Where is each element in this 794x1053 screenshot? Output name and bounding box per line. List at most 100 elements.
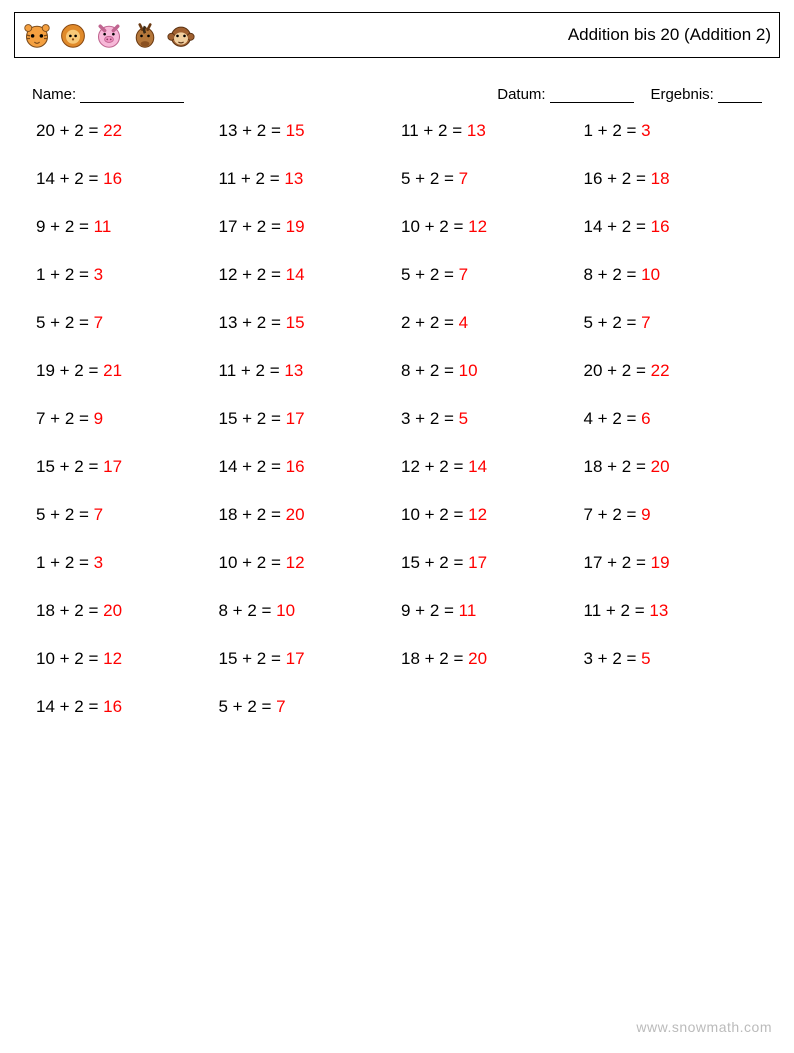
problem-answer: 10 — [459, 361, 478, 380]
problem-cell: 14 + 2 = 16 — [219, 457, 402, 477]
problem-answer: 10 — [276, 601, 295, 620]
problem-answer: 11 — [94, 217, 112, 236]
problem-expression: 5 + 2 = — [401, 169, 459, 188]
problem-expression: 1 + 2 = — [36, 265, 94, 284]
icon-row — [23, 21, 195, 49]
problem-answer: 16 — [286, 457, 305, 476]
problem-cell: 18 + 2 = 20 — [36, 601, 219, 621]
problem-answer: 7 — [459, 265, 468, 284]
problem-answer: 19 — [651, 553, 670, 572]
problem-answer: 16 — [651, 217, 670, 236]
problem-expression: 15 + 2 = — [219, 649, 286, 668]
problem-cell: 1 + 2 = 3 — [584, 121, 767, 141]
problem-cell: 11 + 2 = 13 — [401, 121, 584, 141]
problem-expression: 15 + 2 = — [219, 409, 286, 428]
problem-answer: 16 — [103, 169, 122, 188]
problem-answer: 17 — [103, 457, 122, 476]
problem-cell: 5 + 2 = 7 — [584, 313, 767, 333]
date-label: Datum: — [497, 86, 545, 103]
problem-cell: 13 + 2 = 15 — [219, 121, 402, 141]
problem-expression: 7 + 2 = — [584, 505, 642, 524]
problem-answer: 15 — [286, 313, 305, 332]
problem-expression: 18 + 2 = — [36, 601, 103, 620]
problem-cell: 8 + 2 = 10 — [401, 361, 584, 381]
problem-answer: 12 — [468, 217, 487, 236]
problem-cell: 15 + 2 = 17 — [219, 409, 402, 429]
problem-answer: 13 — [284, 361, 303, 380]
problem-answer: 7 — [459, 169, 468, 188]
result-blank[interactable] — [718, 87, 762, 103]
watermark: www.snowmath.com — [636, 1019, 772, 1035]
date-blank[interactable] — [550, 87, 634, 103]
problem-answer: 22 — [651, 361, 670, 380]
problem-expression: 10 + 2 = — [401, 505, 468, 524]
problem-cell: 14 + 2 = 16 — [36, 169, 219, 189]
problem-answer: 17 — [468, 553, 487, 572]
problem-cell — [584, 697, 767, 717]
problem-answer: 7 — [641, 313, 650, 332]
problem-answer: 15 — [286, 121, 305, 140]
problem-answer: 12 — [468, 505, 487, 524]
problem-cell: 5 + 2 = 7 — [401, 265, 584, 285]
problem-cell: 16 + 2 = 18 — [584, 169, 767, 189]
problem-expression: 1 + 2 = — [36, 553, 94, 572]
tiger-icon — [23, 21, 51, 49]
problem-answer: 13 — [467, 121, 486, 140]
problem-cell: 20 + 2 = 22 — [584, 361, 767, 381]
problem-cell: 17 + 2 = 19 — [584, 553, 767, 573]
problem-cell: 19 + 2 = 21 — [36, 361, 219, 381]
problem-expression: 5 + 2 = — [584, 313, 642, 332]
problem-expression: 13 + 2 = — [219, 313, 286, 332]
name-blank[interactable] — [80, 87, 184, 103]
problem-expression: 8 + 2 = — [401, 361, 459, 380]
problem-answer: 13 — [284, 169, 303, 188]
problem-expression: 20 + 2 = — [584, 361, 651, 380]
problem-cell: 14 + 2 = 16 — [584, 217, 767, 237]
problem-cell: 12 + 2 = 14 — [401, 457, 584, 477]
problem-cell: 18 + 2 = 20 — [401, 649, 584, 669]
problem-expression: 5 + 2 = — [219, 697, 277, 716]
problem-expression: 14 + 2 = — [584, 217, 651, 236]
problem-answer: 3 — [94, 553, 103, 572]
problem-grid: 20 + 2 = 2213 + 2 = 1511 + 2 = 131 + 2 =… — [36, 121, 766, 717]
problem-answer: 22 — [103, 121, 122, 140]
horse-icon — [131, 21, 159, 49]
name-label: Name: — [32, 86, 76, 103]
problem-expression: 20 + 2 = — [36, 121, 103, 140]
problem-expression: 5 + 2 = — [401, 265, 459, 284]
problem-expression: 16 + 2 = — [584, 169, 651, 188]
problem-cell: 10 + 2 = 12 — [401, 217, 584, 237]
problem-cell: 9 + 2 = 11 — [401, 601, 584, 621]
problem-expression: 17 + 2 = — [584, 553, 651, 572]
problem-expression: 3 + 2 = — [584, 649, 642, 668]
problem-answer: 12 — [286, 553, 305, 572]
problem-answer: 9 — [94, 409, 103, 428]
problem-answer: 20 — [286, 505, 305, 524]
problem-cell: 5 + 2 = 7 — [36, 313, 219, 333]
problem-cell: 17 + 2 = 19 — [219, 217, 402, 237]
problem-cell: 12 + 2 = 14 — [219, 265, 402, 285]
problem-answer: 20 — [651, 457, 670, 476]
problem-answer: 5 — [641, 649, 650, 668]
problem-answer: 7 — [94, 505, 103, 524]
problem-cell: 3 + 2 = 5 — [584, 649, 767, 669]
problem-cell — [401, 697, 584, 717]
meta-row: Name: Datum: Ergebnis: — [32, 86, 762, 103]
problem-expression: 9 + 2 = — [36, 217, 94, 236]
problem-answer: 4 — [459, 313, 468, 332]
problem-cell: 14 + 2 = 16 — [36, 697, 219, 717]
problem-answer: 9 — [641, 505, 650, 524]
problem-cell: 11 + 2 = 13 — [219, 169, 402, 189]
problem-answer: 7 — [276, 697, 285, 716]
problem-cell: 2 + 2 = 4 — [401, 313, 584, 333]
problem-cell: 15 + 2 = 17 — [36, 457, 219, 477]
problem-cell: 9 + 2 = 11 — [36, 217, 219, 237]
problem-answer: 3 — [94, 265, 103, 284]
problem-cell: 1 + 2 = 3 — [36, 553, 219, 573]
problem-answer: 7 — [94, 313, 103, 332]
problem-cell: 11 + 2 = 13 — [219, 361, 402, 381]
problem-expression: 15 + 2 = — [401, 553, 468, 572]
problem-expression: 12 + 2 = — [219, 265, 286, 284]
problem-answer: 10 — [641, 265, 660, 284]
problem-expression: 15 + 2 = — [36, 457, 103, 476]
